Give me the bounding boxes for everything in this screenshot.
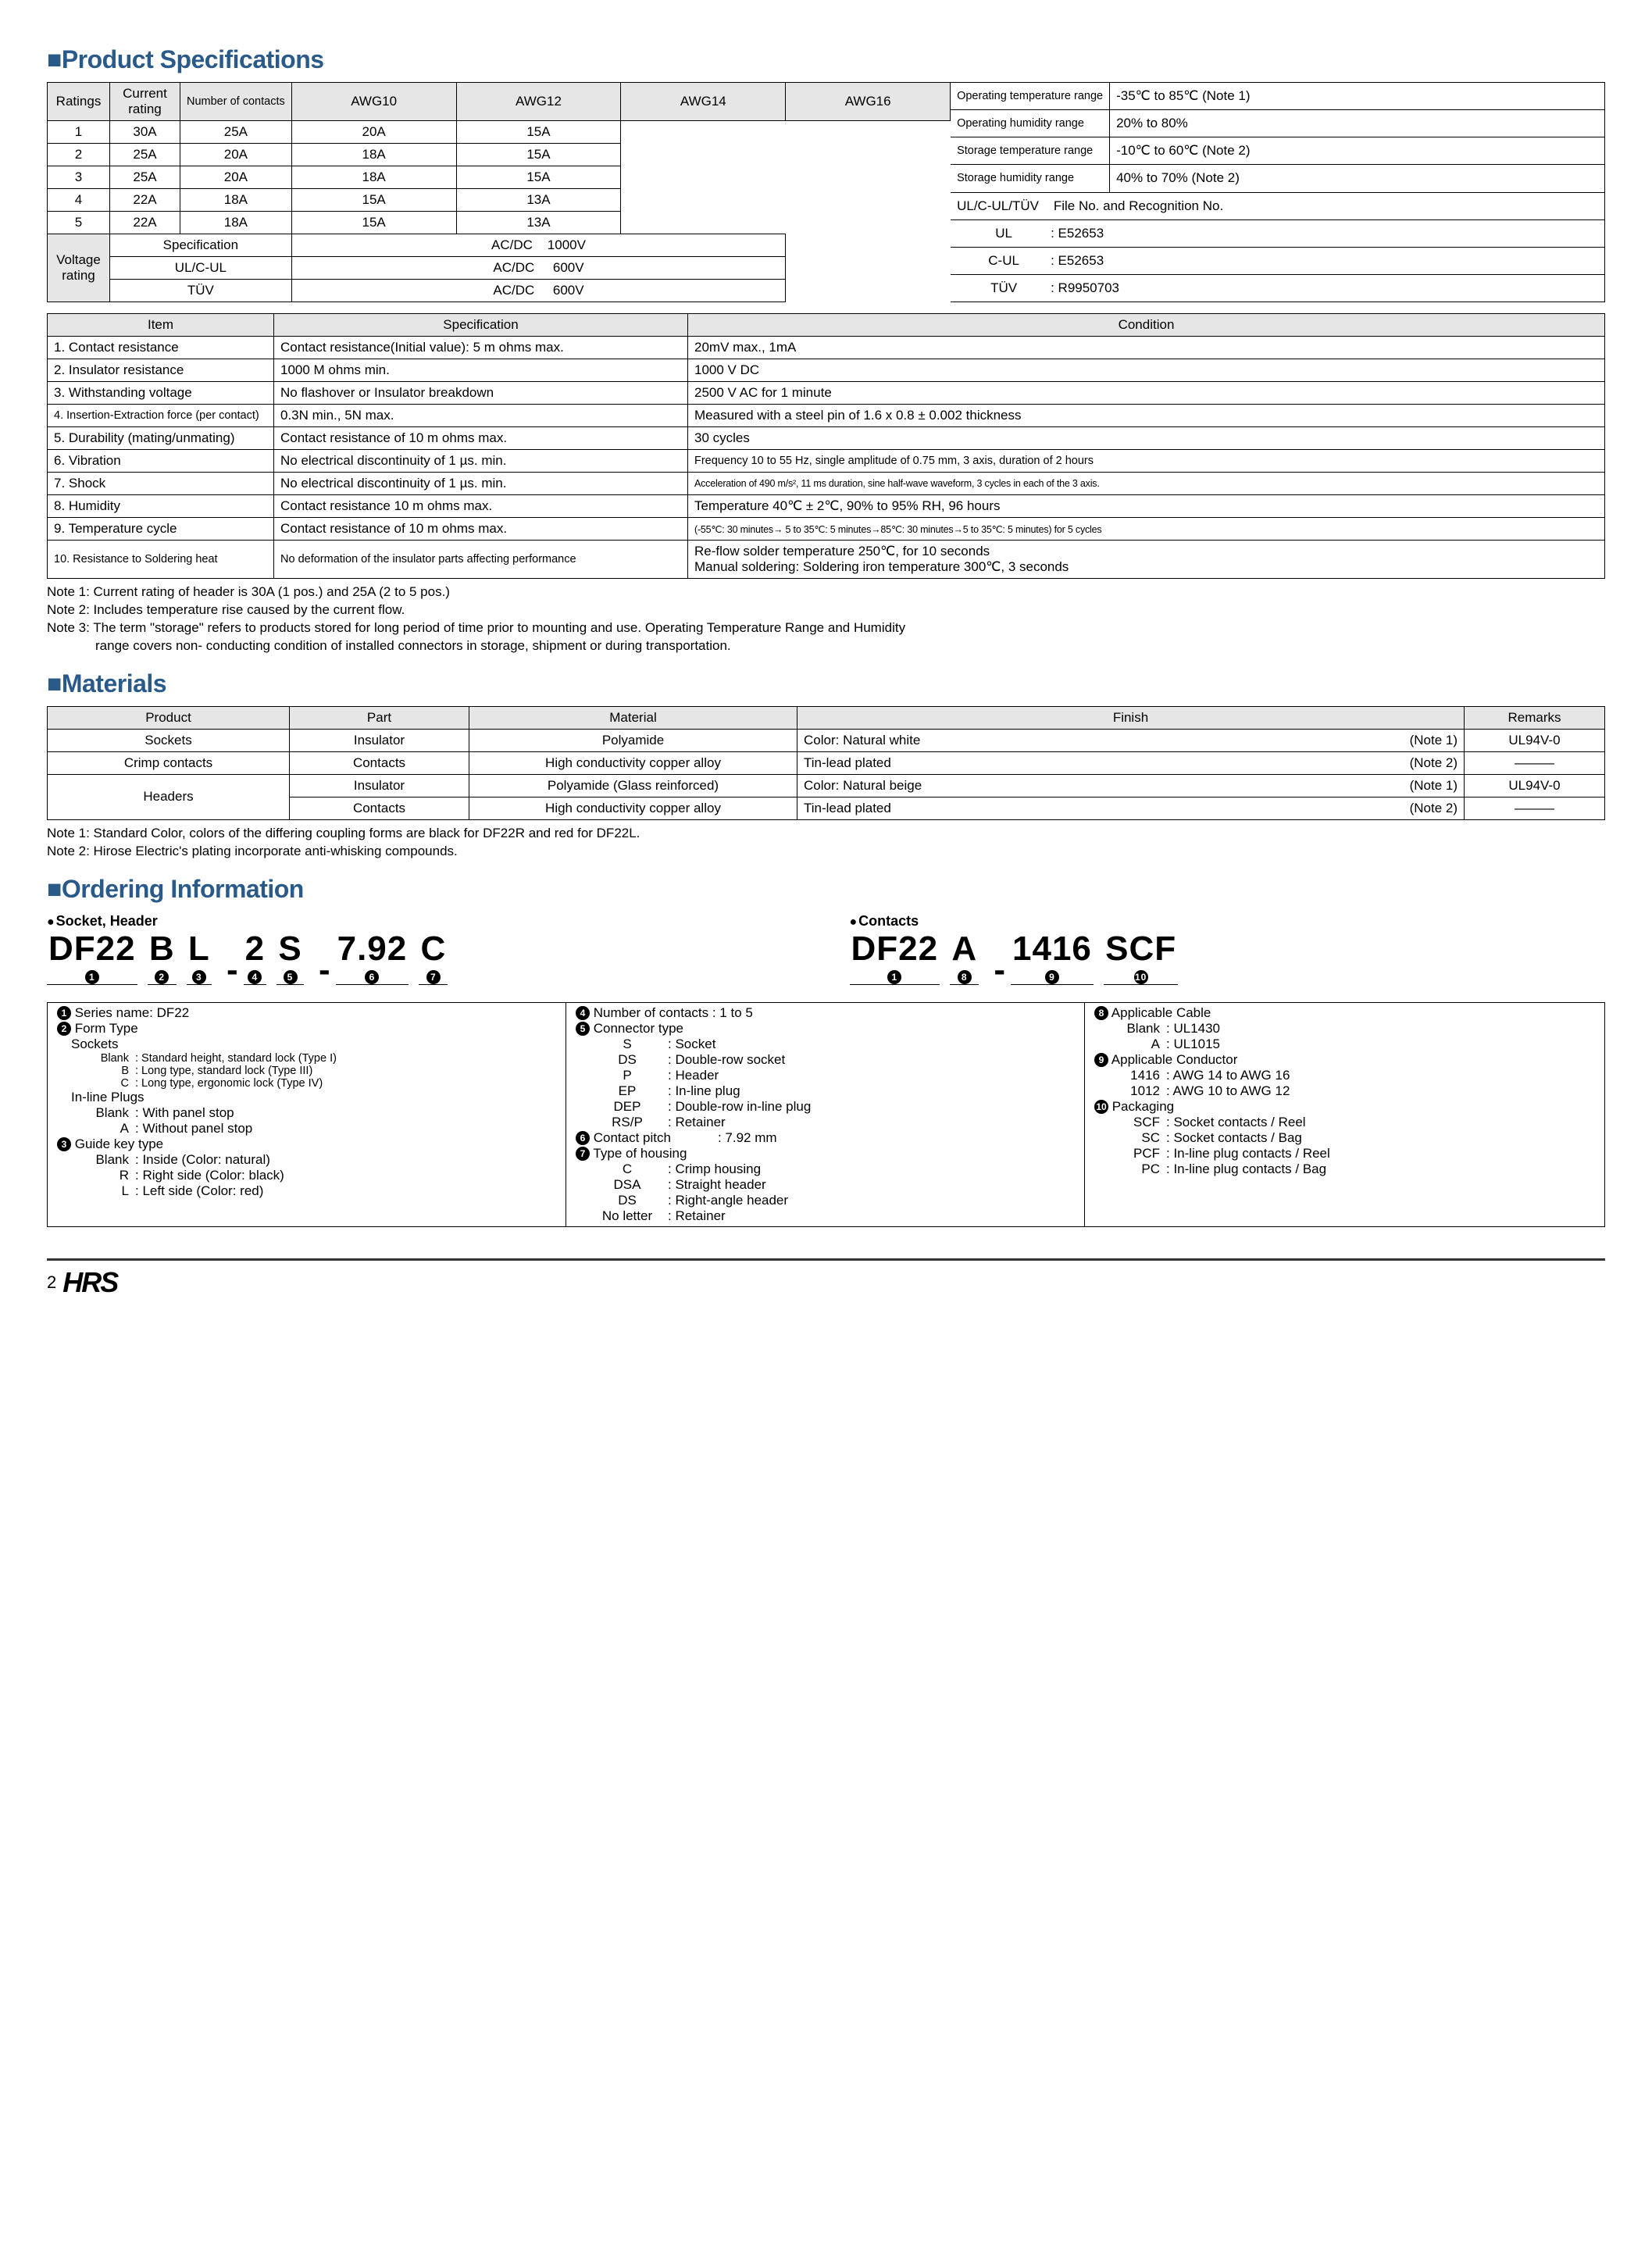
ratings-container: Ratings Current rating Number of contact… — [47, 82, 1605, 302]
ratings-label: Ratings — [48, 83, 110, 121]
awg-hdr-2: AWG14 — [621, 83, 786, 121]
materials-notes: Note 1: Standard Color, colors of the di… — [47, 825, 1605, 861]
voltage-val-2: AC/DC 600V — [291, 280, 785, 302]
env-k-0: Operating temperature range — [951, 83, 1110, 110]
section-title-spec: ■Product Specifications — [47, 45, 1605, 74]
ncontacts-hdr: Number of contacts — [180, 83, 292, 121]
cert-row-2: TÜV: R9950703 — [951, 274, 1604, 302]
part-number-row: Socket, Header DF221 B2 L3 -24 S5 -7.926… — [47, 912, 1605, 990]
ratings-table-right: Operating temperature range -35℃ to 85℃ … — [951, 82, 1605, 302]
ord-col-2: 4 Number of contacts : 1 to 55 Connector… — [566, 1002, 1085, 1226]
env-v-0: -35℃ to 85℃ (Note 1) — [1110, 83, 1605, 110]
cert-hdr: UL/C-UL/TÜV File No. and Recognition No. — [951, 192, 1604, 219]
socket-header-sub: Socket, Header — [47, 913, 803, 930]
page-number: 2 — [47, 1272, 56, 1293]
current-rating-label: Current rating — [110, 83, 180, 121]
section-title-ordering: ■Ordering Information — [47, 875, 1605, 904]
ord-col-1: 1 Series name: DF222 Form TypeSocketsBla… — [48, 1002, 566, 1226]
spec-table: Item Specification Condition 1. Contact … — [47, 313, 1605, 579]
footer-rule — [47, 1258, 1605, 1261]
awg-hdr-1: AWG12 — [456, 83, 621, 121]
part-number-socket: DF221 B2 L3 -24 S5 -7.926 C7 — [47, 930, 803, 990]
spec-hdr-spec: Specification — [274, 314, 688, 337]
env-v-3: 40% to 70% (Note 2) — [1110, 165, 1605, 192]
spec-hdr-cond: Condition — [688, 314, 1605, 337]
section-title-materials: ■Materials — [47, 669, 1605, 698]
cert-row-0: UL: E52653 — [951, 219, 1604, 247]
env-v-2: -10℃ to 60℃ (Note 2) — [1110, 137, 1605, 165]
hrs-logo: HRS — [62, 1266, 117, 1299]
contacts-sub: Contacts — [850, 913, 1606, 930]
voltage-spec-2: TÜV — [110, 280, 292, 302]
env-v-1: 20% to 80% — [1110, 110, 1605, 137]
voltage-rating-label: Voltage rating — [48, 234, 110, 302]
voltage-val-1: AC/DC 600V — [291, 257, 785, 280]
ord-col-3: 8 Applicable CableBlank: UL1430A: UL1015… — [1085, 1002, 1605, 1226]
awg-hdr-3: AWG16 — [786, 83, 951, 121]
materials-table: Product Part Material Finish Remarks Soc… — [47, 706, 1605, 820]
awg-hdr-0: AWG10 — [291, 83, 456, 121]
part-number-contacts: DF221 A8 -14169 SCF10 — [850, 930, 1606, 990]
env-k-2: Storage temperature range — [951, 137, 1110, 165]
footer: 2 HRS — [47, 1266, 1605, 1299]
cert-row-1: C-UL: E52653 — [951, 247, 1604, 274]
ordering-table: 1 Series name: DF222 Form TypeSocketsBla… — [47, 1002, 1605, 1227]
ratings-table-left: Ratings Current rating Number of contact… — [47, 82, 951, 302]
env-k-3: Storage humidity range — [951, 165, 1110, 192]
spec-hdr-item: Item — [48, 314, 274, 337]
voltage-spec-0: Specification — [110, 234, 292, 257]
env-k-1: Operating humidity range — [951, 110, 1110, 137]
voltage-spec-1: UL/C-UL — [110, 257, 292, 280]
spec-notes: Note 1: Current rating of header is 30A … — [47, 583, 1605, 655]
voltage-val-0: AC/DC 1000V — [291, 234, 785, 257]
